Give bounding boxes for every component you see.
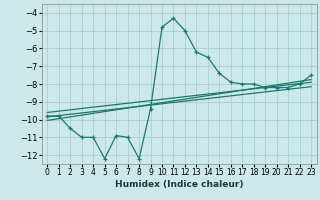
X-axis label: Humidex (Indice chaleur): Humidex (Indice chaleur) bbox=[115, 180, 244, 189]
